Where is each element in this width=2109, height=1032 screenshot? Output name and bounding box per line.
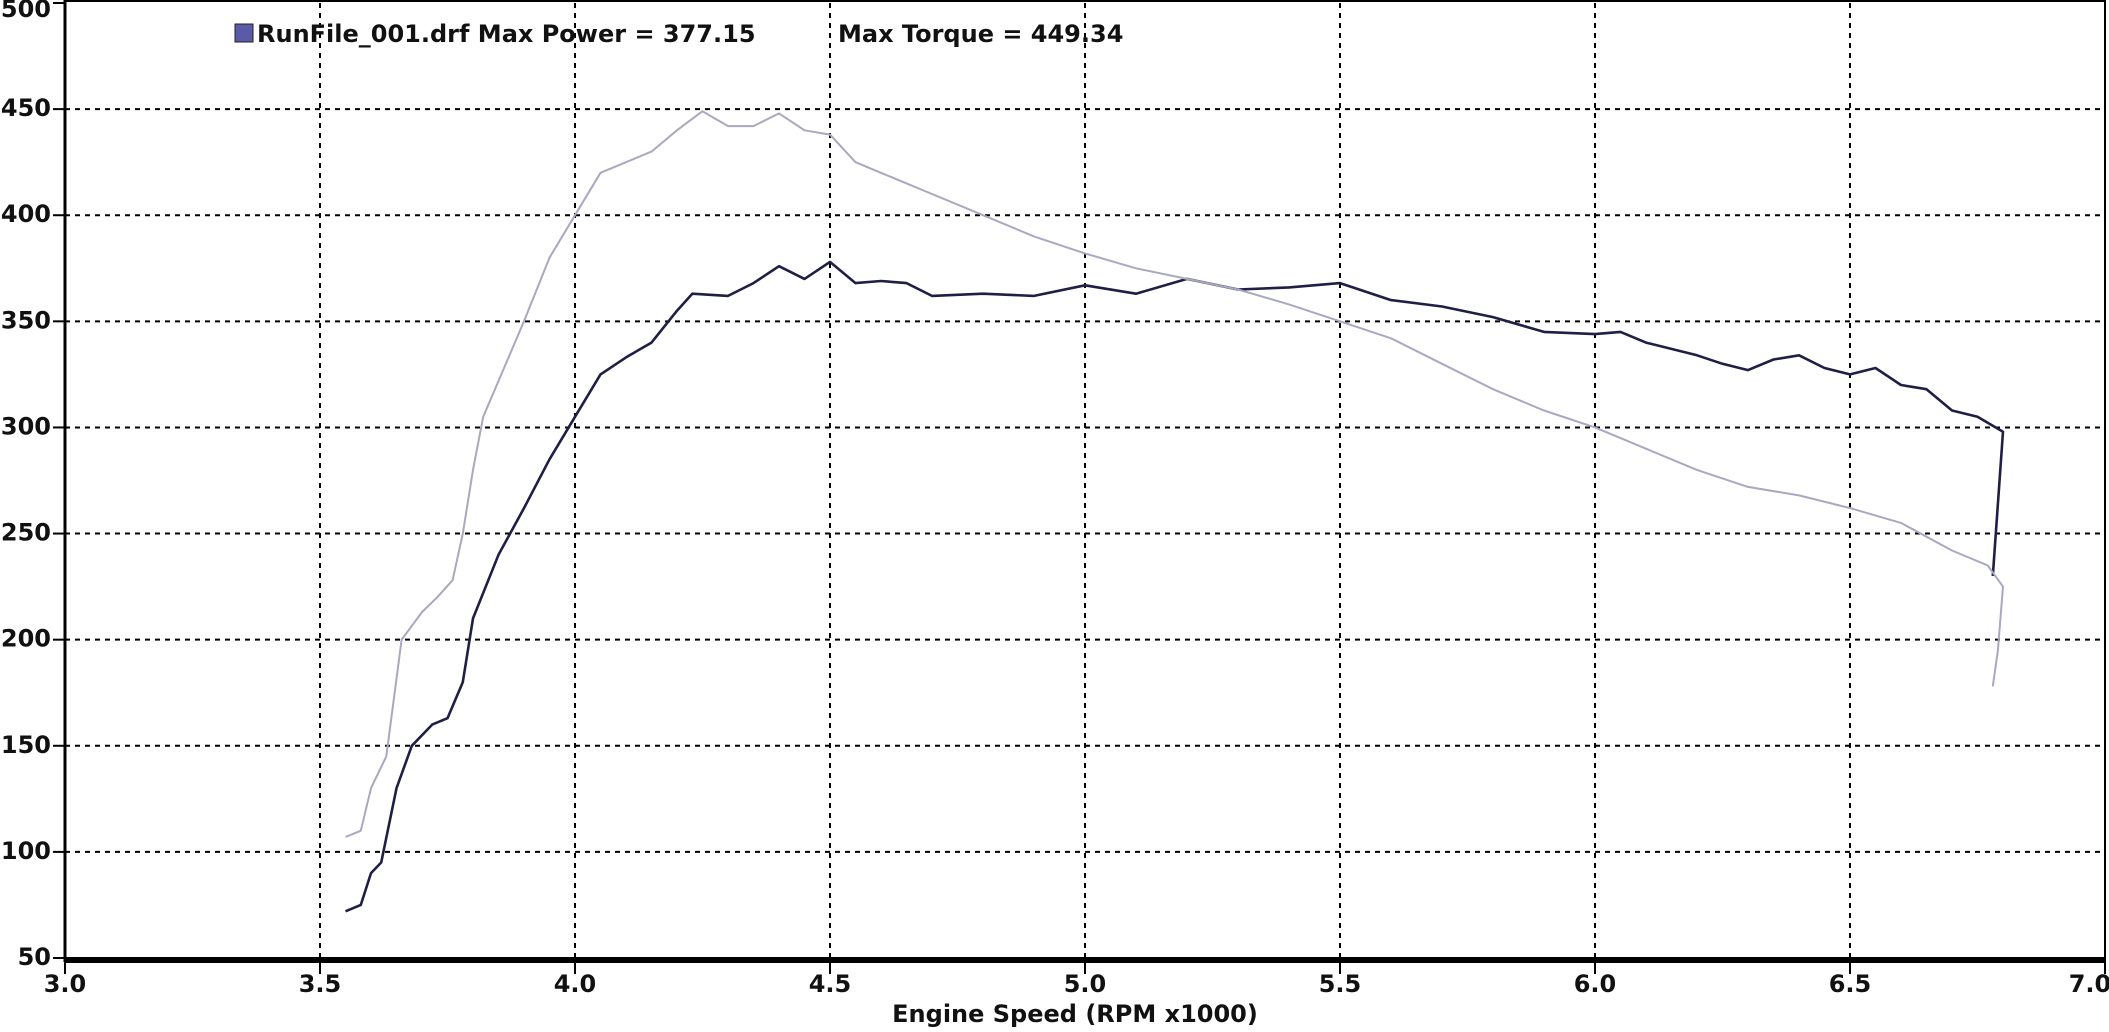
x-tick-label: 3.0 xyxy=(44,970,87,998)
x-tick-label: 5.0 xyxy=(1064,970,1107,998)
x-tick-label: 4.0 xyxy=(554,970,597,998)
y-tick-label: 450 xyxy=(1,94,51,122)
x-axis-title: Engine Speed (RPM x1000) xyxy=(892,1000,1258,1028)
x-tick-label: 4.5 xyxy=(809,970,852,998)
x-tick-label: 6.0 xyxy=(1574,970,1617,998)
y-tick-label: 300 xyxy=(1,412,51,440)
x-tick-label: 6.5 xyxy=(1829,970,1872,998)
series-line xyxy=(345,110,2004,838)
x-tick-label: 5.5 xyxy=(1319,970,1362,998)
x-tick-label: 7.0 xyxy=(2069,970,2109,998)
y-tick-label: 500 xyxy=(1,0,51,23)
y-tick-label: 100 xyxy=(1,837,51,865)
y-tick-label: 250 xyxy=(1,519,51,547)
y-tick-label: 350 xyxy=(1,306,51,334)
x-tick-label: 3.5 xyxy=(299,970,342,998)
y-tick-label: 400 xyxy=(1,200,51,228)
y-tick-label: 200 xyxy=(1,625,51,653)
y-tick-label: 50 xyxy=(18,943,51,971)
legend-label: RunFile_001.drf Max Power = 377.15 xyxy=(257,20,756,48)
y-tick-label: 150 xyxy=(1,731,51,759)
legend-swatch xyxy=(234,23,254,43)
series-line xyxy=(344,260,2005,913)
legend-label: Max Torque = 449.34 xyxy=(838,20,1123,48)
